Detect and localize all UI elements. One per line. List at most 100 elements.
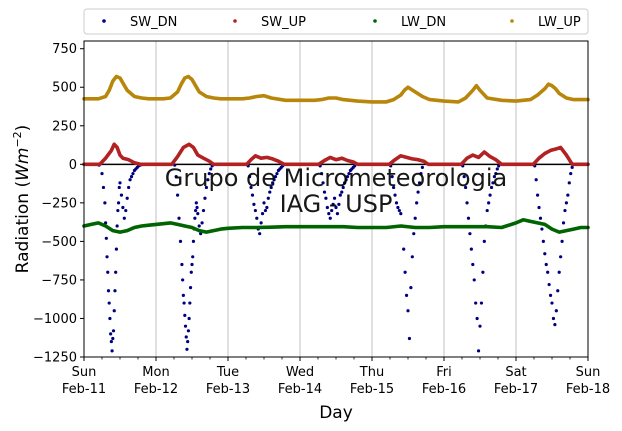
data-point [204,185,208,190]
data-point [258,232,262,236]
data-point [561,221,566,225]
data-point [272,178,276,182]
data-point [269,185,273,190]
watermark-line-1: Grupo de Micrometeorologia [165,164,507,192]
data-point [324,196,328,200]
data-point [250,193,255,197]
legend-marker-sw-up [233,19,237,23]
x-tick-label-day: Tue [216,365,239,380]
data-point [195,205,199,210]
data-point [194,201,198,205]
x-tick-label-date: Feb-16 [422,382,466,397]
data-point [180,262,184,267]
data-point [209,167,213,171]
data-point [538,216,543,220]
data-point [185,347,189,351]
data-point [111,336,115,341]
data-point [471,262,475,267]
x-axis: Sun Feb-11 Mon Feb-12 Tue Feb-13 Wed Feb-14 Thu F… [62,357,610,397]
data-point [255,216,259,220]
y-tick-label: −750 [41,273,77,288]
data-point [481,270,485,274]
data-point [406,309,410,313]
x-tick-label-date: Feb-14 [278,382,322,397]
data-point [131,171,135,176]
legend-label-lw-up: LW_UP [538,15,581,30]
data-point [107,301,111,305]
data-point [129,175,134,179]
data-point [321,181,325,185]
data-point [344,178,348,182]
data-point [191,239,196,243]
series-sw-up [82,142,590,167]
data-point [193,216,197,220]
x-tick-label-day: Thu [359,365,384,380]
y-tick-label: −1250 [33,351,77,366]
data-point [543,252,547,256]
legend: SW_DN SW_UP LW_DN LW_UP [83,8,589,35]
data-point [396,205,400,210]
data-point [487,201,491,205]
data-point [181,293,185,297]
data-point [275,171,279,176]
data-point [338,193,342,197]
data-point [322,190,327,194]
x-tick-label-date: Feb-17 [494,382,538,397]
data-point [534,178,538,182]
data-point [488,193,492,197]
data-point [187,316,191,321]
data-point [404,293,409,297]
watermark-line-2: IAG - USP [280,190,393,218]
data-point [495,167,499,171]
data-point [474,301,478,305]
data-point [410,255,414,259]
data-point [248,175,252,179]
data-point [263,208,268,213]
data-point [420,165,424,169]
data-point [201,208,206,213]
data-point [273,175,278,179]
data-point [494,171,498,176]
data-point [544,262,548,267]
data-point [113,289,117,293]
data-point [492,175,496,179]
data-point [413,216,417,220]
data-point [176,193,180,197]
data-point [114,270,118,274]
data-point [416,190,420,194]
data-point [334,205,338,210]
y-tick-label: 0 [69,158,77,173]
data-point [259,221,263,225]
x-tick-label-day: Wed [286,365,314,380]
data-point [260,212,265,216]
y-tick-label: −250 [41,196,77,211]
data-point [407,336,412,341]
data-point [117,185,121,190]
grid-lines [155,41,517,357]
data-point [559,255,563,259]
y-axis-label-exponent: −2 [11,131,24,147]
data-point [325,205,329,210]
data-point [186,339,190,344]
data-point [419,171,423,176]
data-point [106,289,111,293]
legend-label-lw-dn: LW_DN [401,15,446,30]
data-point [190,262,194,267]
data-point [347,171,351,176]
data-point [194,208,198,213]
data-point [541,239,545,243]
data-point [469,247,473,251]
data-point [485,208,489,213]
y-axis-label-unit: Wm [13,148,33,181]
data-point [491,181,495,185]
series-lw-up [82,74,590,104]
data-point [394,201,399,205]
data-point [415,201,419,205]
data-point [547,282,551,287]
data-point [105,255,109,259]
data-point [125,196,129,200]
data-point [128,178,132,182]
data-point [341,185,345,190]
data-point [553,323,557,327]
